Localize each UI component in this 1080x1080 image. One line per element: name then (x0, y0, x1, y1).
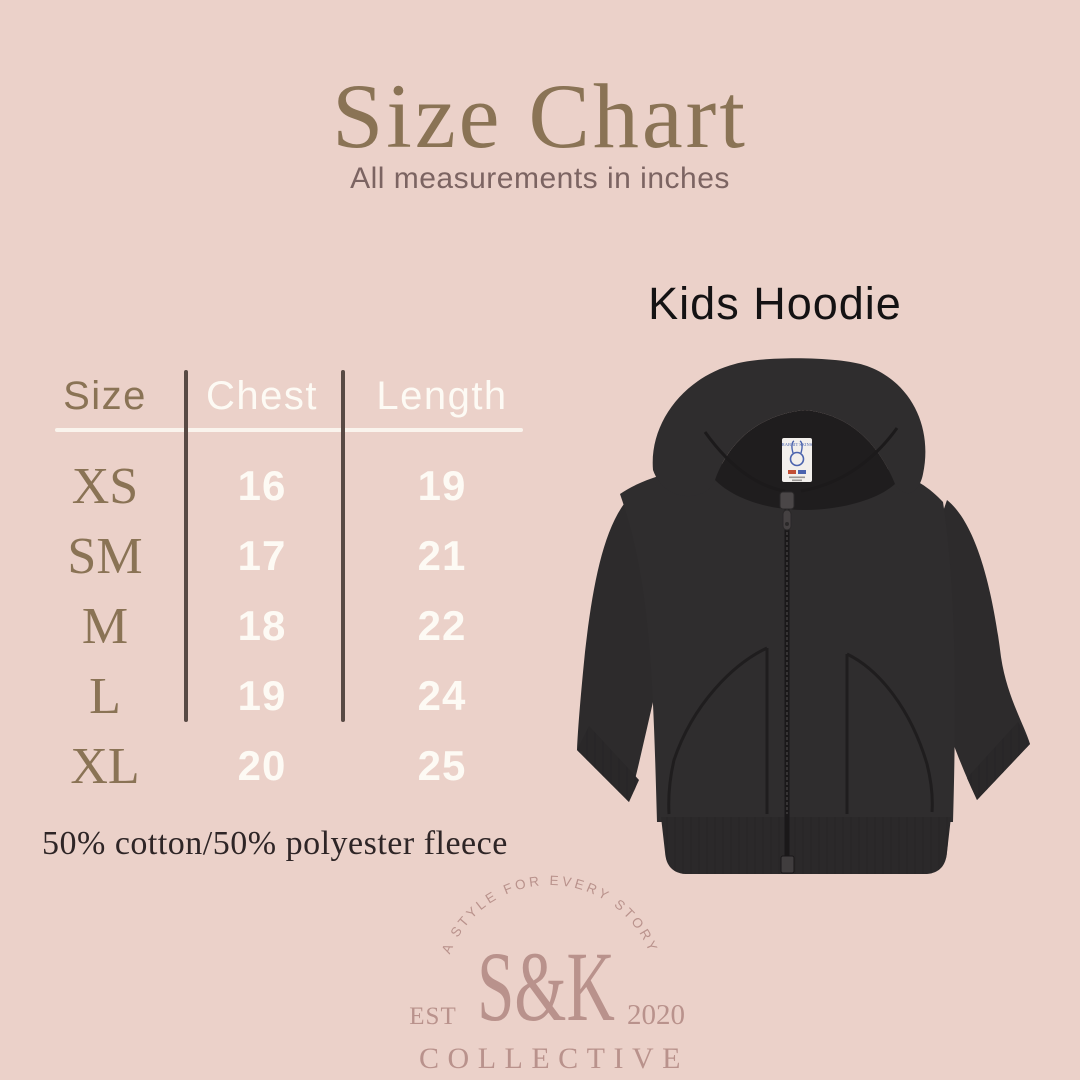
size-row-sm-label: SM (67, 527, 143, 585)
svg-text:RABBIT SKINS: RABBIT SKINS (782, 442, 813, 447)
column-header-chest: Chest (206, 373, 318, 418)
brand-est-label: EST (409, 1003, 456, 1030)
brand-logo: A STYLE FOR EVERY STORY S&K EST 2020 COL… (409, 873, 689, 1075)
table-divider-right (341, 370, 345, 722)
size-row-m-label: M (81, 597, 129, 655)
product-image-hoodie: RABBIT SKINS (577, 358, 1030, 874)
size-row-m-chest: 18 (237, 602, 287, 649)
rabbit-skins-neck-tag-icon: RABBIT SKINS (782, 438, 813, 482)
hoodie-hood (652, 358, 926, 510)
hoodie-left-pocket (667, 646, 768, 815)
size-row-m-length: 22 (417, 602, 467, 649)
column-header-length: Length (376, 373, 508, 418)
hoodie-right-pocket (846, 652, 934, 813)
size-row-xs-label: XS (71, 457, 139, 515)
page-subtitle: All measurements in inches (350, 162, 730, 195)
table-header-underline (55, 428, 523, 432)
size-row-l-chest: 19 (237, 672, 287, 719)
hoodie-zipper (779, 491, 795, 874)
size-row-xl-chest: 20 (237, 742, 287, 789)
brand-monogram: S&K (477, 932, 615, 1042)
size-row-xl-length: 25 (417, 742, 467, 789)
product-title: Kids Hoodie (648, 278, 902, 329)
material-note: 50% cotton/50% polyester fleece (42, 825, 508, 862)
size-row-l-length: 24 (417, 672, 467, 719)
brand-name: COLLECTIVE (419, 1042, 689, 1075)
column-header-size: Size (63, 373, 147, 418)
brand-est-year: 2020 (627, 999, 685, 1031)
table-divider-left (184, 370, 188, 722)
size-row-sm-length: 21 (417, 532, 467, 579)
size-row-sm-chest: 17 (237, 532, 287, 579)
size-row-xs-length: 19 (417, 462, 467, 509)
size-row-l-label: L (89, 667, 121, 725)
page-title: Size Chart (332, 65, 748, 167)
size-row-xs-chest: 16 (237, 462, 287, 509)
size-row-xl-label: XL (70, 737, 140, 795)
